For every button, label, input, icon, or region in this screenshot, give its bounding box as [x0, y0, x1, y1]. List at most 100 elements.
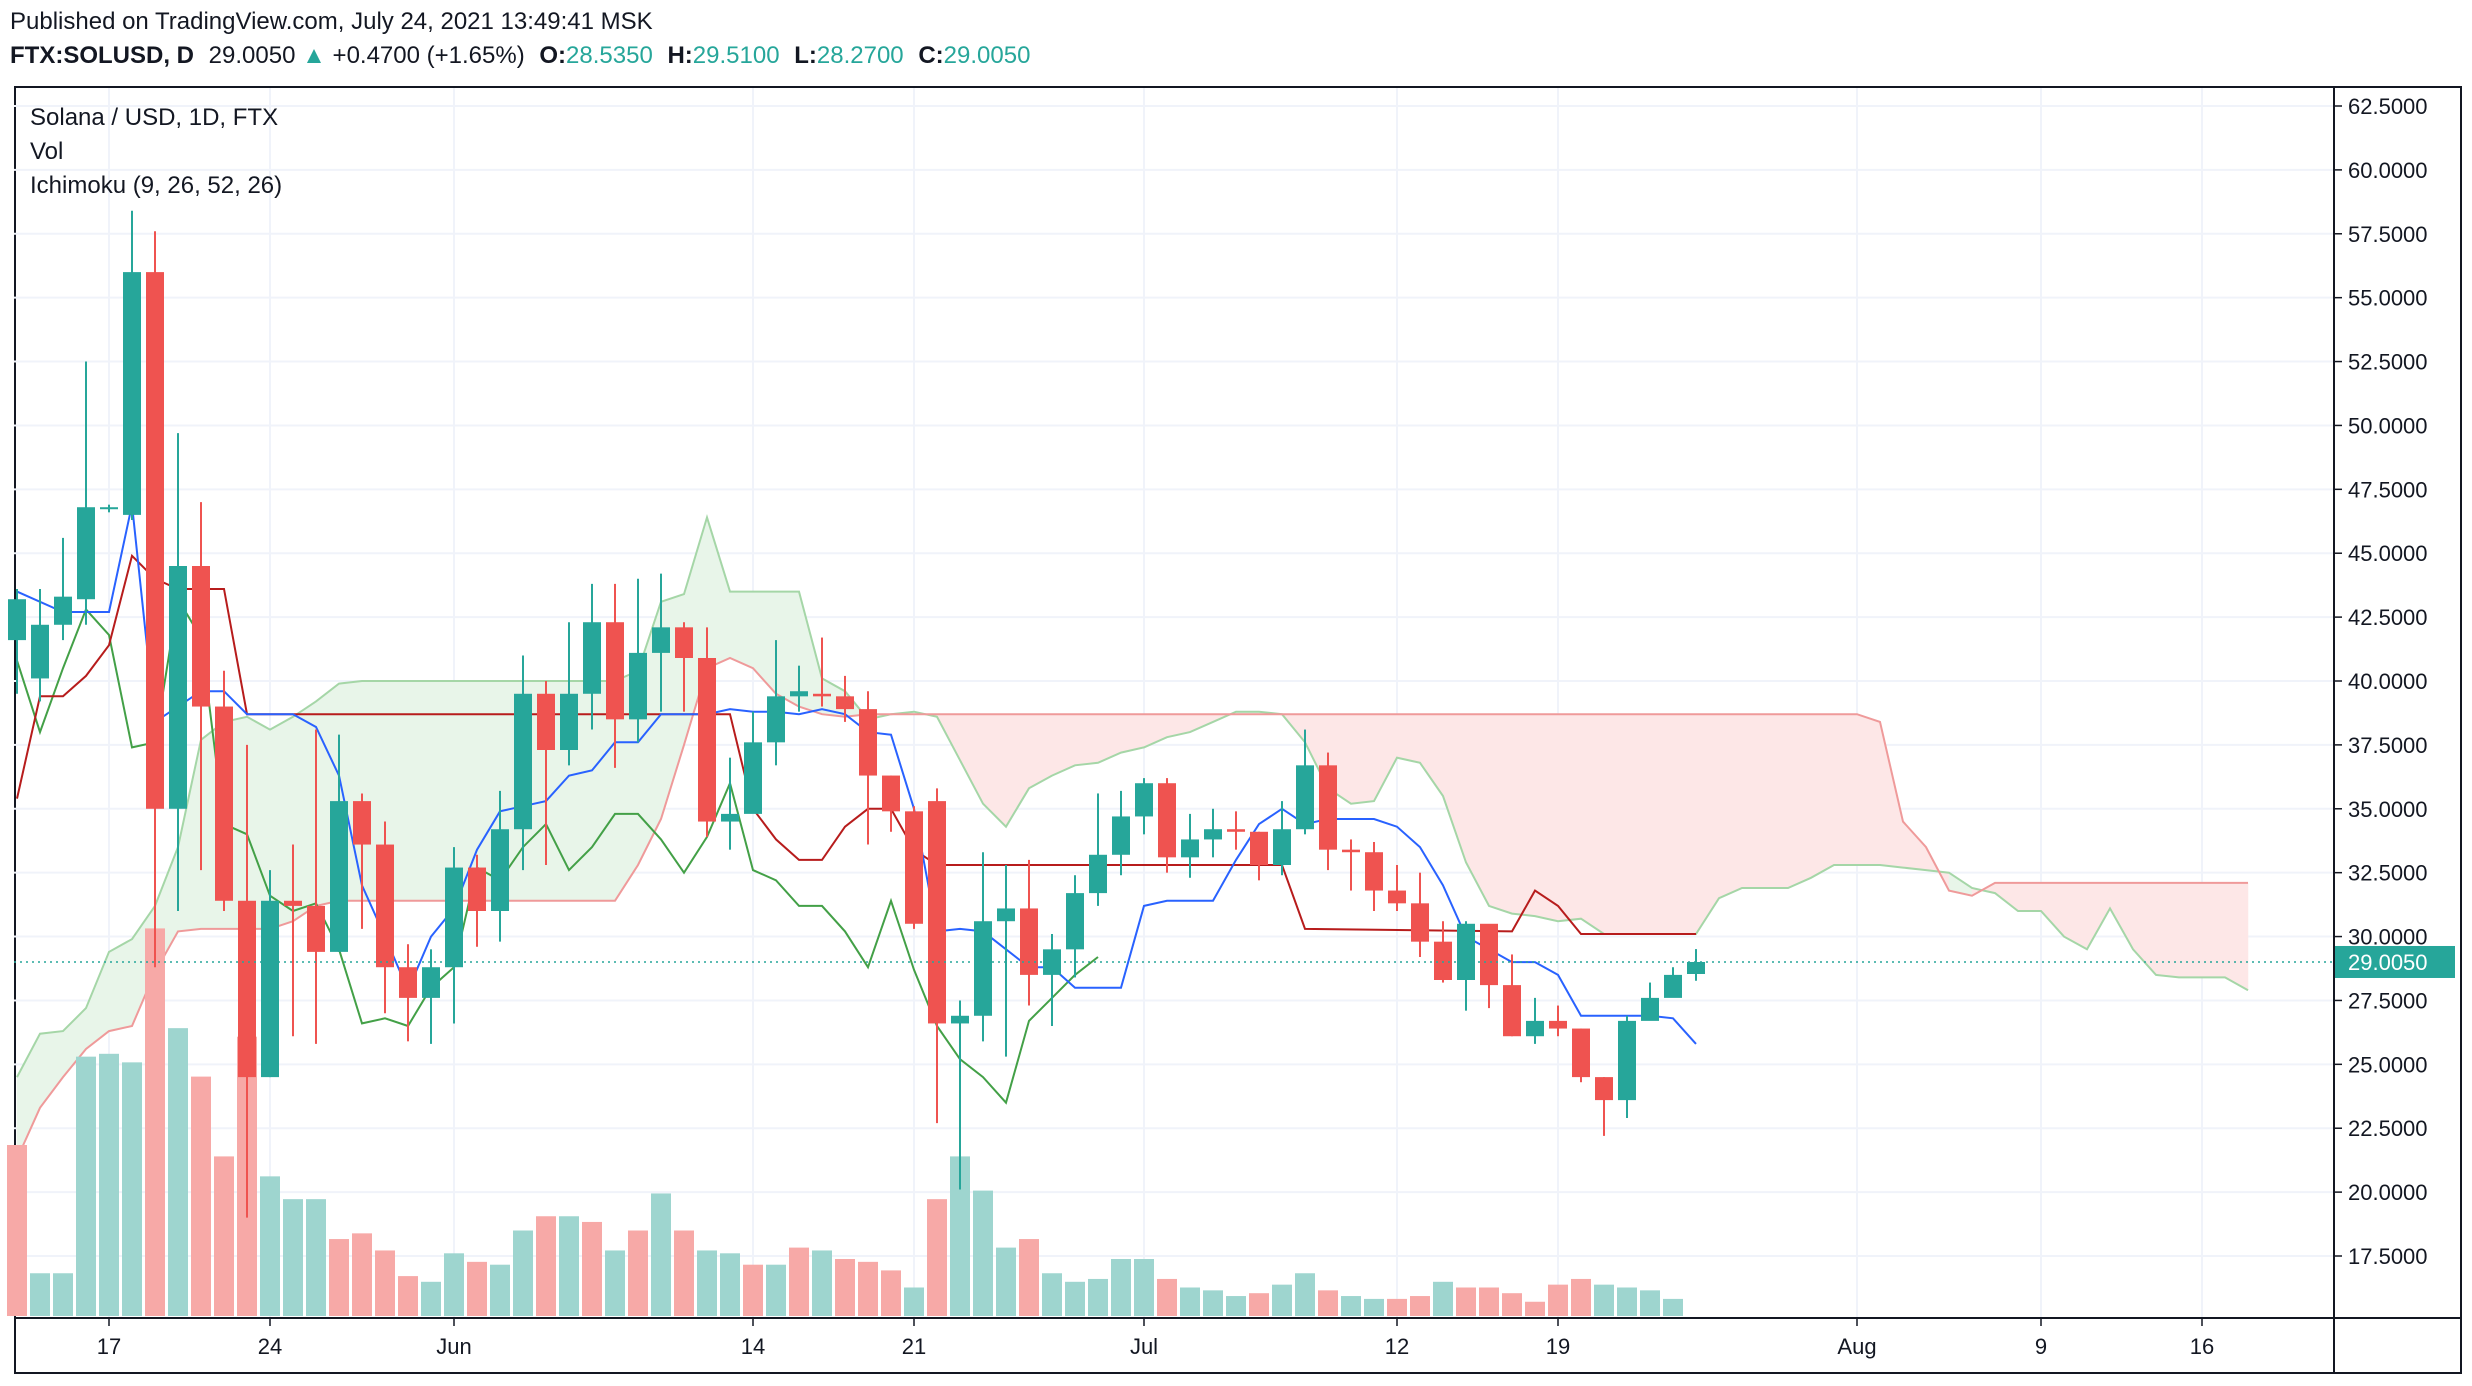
x-tick-label: 17: [97, 1334, 121, 1359]
volume-bar: [1088, 1278, 1108, 1316]
cloud-segment: [1810, 713, 1835, 879]
candle-body: [583, 622, 601, 694]
cloud-segment: [1511, 713, 1536, 917]
volume-bar: [398, 1276, 418, 1316]
cloud-segment: [1074, 713, 1099, 766]
x-tick-label: 9: [2035, 1334, 2047, 1359]
x-tick-label: 19: [1546, 1334, 1570, 1359]
candle-body: [675, 627, 693, 658]
cloud-segment: [1879, 721, 1904, 868]
y-tick-label: 22.5000: [2348, 1116, 2428, 1141]
candle-body: [1664, 974, 1682, 998]
cloud-segment: [1350, 713, 1375, 804]
y-tick-label: 57.5000: [2348, 222, 2428, 247]
x-tick-label: Jul: [1130, 1334, 1158, 1359]
candle-body: [652, 627, 670, 653]
candle-body: [767, 696, 785, 743]
high-label: H:: [667, 42, 693, 69]
candle-body: [1250, 831, 1268, 865]
senkou-span-a: [16, 513, 2249, 1078]
volume-bar: [1548, 1284, 1568, 1316]
volume-bar: [421, 1281, 441, 1316]
volume-bar: [168, 1028, 188, 1316]
volume-bar: [1065, 1281, 1085, 1316]
volume-bar: [76, 1056, 96, 1316]
cloud-segment: [1764, 713, 1789, 889]
candle-body: [1595, 1077, 1613, 1101]
y-tick-label: 37.5000: [2348, 733, 2428, 758]
candle-body: [1526, 1020, 1544, 1037]
volume-bar: [1640, 1290, 1660, 1316]
volume-bar: [835, 1259, 855, 1316]
candle-body: [537, 693, 555, 750]
volume-bar: [536, 1216, 556, 1316]
x-tick-label: Aug: [1837, 1334, 1876, 1359]
volume-bar: [1019, 1239, 1039, 1316]
candle-body: [123, 272, 141, 515]
volume-bar: [513, 1230, 533, 1316]
change-arrow-icon: ▲: [302, 42, 326, 69]
volume-bar: [1318, 1290, 1338, 1316]
candle-body: [146, 272, 164, 809]
x-tick-label: 16: [2190, 1334, 2214, 1359]
candle-body: [1549, 1020, 1567, 1029]
volume-bar: [1249, 1293, 1269, 1316]
candle-body: [54, 596, 72, 625]
volume-bar: [1226, 1296, 1246, 1316]
volume-bar: [30, 1273, 50, 1316]
volume-bar: [467, 1261, 487, 1316]
cloud-segment: [775, 591, 800, 707]
candle-body: [1319, 765, 1337, 850]
candle-body: [606, 622, 624, 720]
cloud-segment: [1649, 713, 1674, 935]
candle-body: [905, 811, 923, 924]
candle-body: [1296, 765, 1314, 830]
volume-bar: [674, 1230, 694, 1316]
candle-body: [560, 693, 578, 750]
symbol-label[interactable]: FTX:SOLUSD, D: [10, 42, 194, 69]
candle-body: [468, 867, 486, 911]
last-price-label: 29.0050: [2348, 950, 2428, 975]
volume-bar: [720, 1253, 740, 1316]
candle-body: [1457, 923, 1475, 980]
cloud-segment: [2040, 882, 2065, 938]
cloud-segment: [2017, 882, 2042, 912]
high-value: 29.5100: [692, 42, 780, 69]
cloud-segment: [1396, 713, 1421, 764]
last-price: 29.0050: [208, 42, 296, 69]
candle-body: [859, 709, 877, 776]
candle-body: [284, 900, 302, 906]
candle-body: [882, 775, 900, 812]
candle-body: [1480, 923, 1498, 986]
y-tick-label: 50.0000: [2348, 413, 2428, 438]
cloud-segment: [1856, 713, 1881, 866]
cloud-segment: [1442, 713, 1467, 863]
last-price-tag: [2335, 945, 2455, 978]
volume-bar: [1502, 1293, 1522, 1316]
low-label: L:: [794, 42, 817, 69]
volume-bar: [766, 1264, 786, 1316]
cloud-segment: [292, 700, 317, 922]
legend-title[interactable]: Solana / USD, 1D, FTX: [30, 104, 279, 131]
candle-body: [951, 1015, 969, 1024]
cloud-segment: [1005, 713, 1030, 828]
candle-body: [1388, 890, 1406, 904]
cloud-segment: [1373, 713, 1398, 802]
volume-bar: [697, 1250, 717, 1316]
cloud-segment: [16, 1033, 41, 1159]
volume-bar: [582, 1221, 602, 1316]
volume-bar: [1042, 1273, 1062, 1316]
candle-body: [1641, 997, 1659, 1021]
cloud-segment: [1603, 713, 1628, 935]
y-tick-label: 20.0000: [2348, 1180, 2428, 1205]
volume-bar: [996, 1247, 1016, 1316]
x-tick-label: 21: [902, 1334, 926, 1359]
candle-body: [997, 908, 1015, 922]
candle-body: [744, 742, 762, 814]
volume-bar: [1571, 1278, 1591, 1316]
legend-ichimoku[interactable]: Ichimoku (9, 26, 52, 26): [30, 172, 283, 199]
legend-vol[interactable]: Vol: [30, 138, 64, 165]
volume-bar: [950, 1156, 970, 1316]
candle-body: [514, 693, 532, 830]
